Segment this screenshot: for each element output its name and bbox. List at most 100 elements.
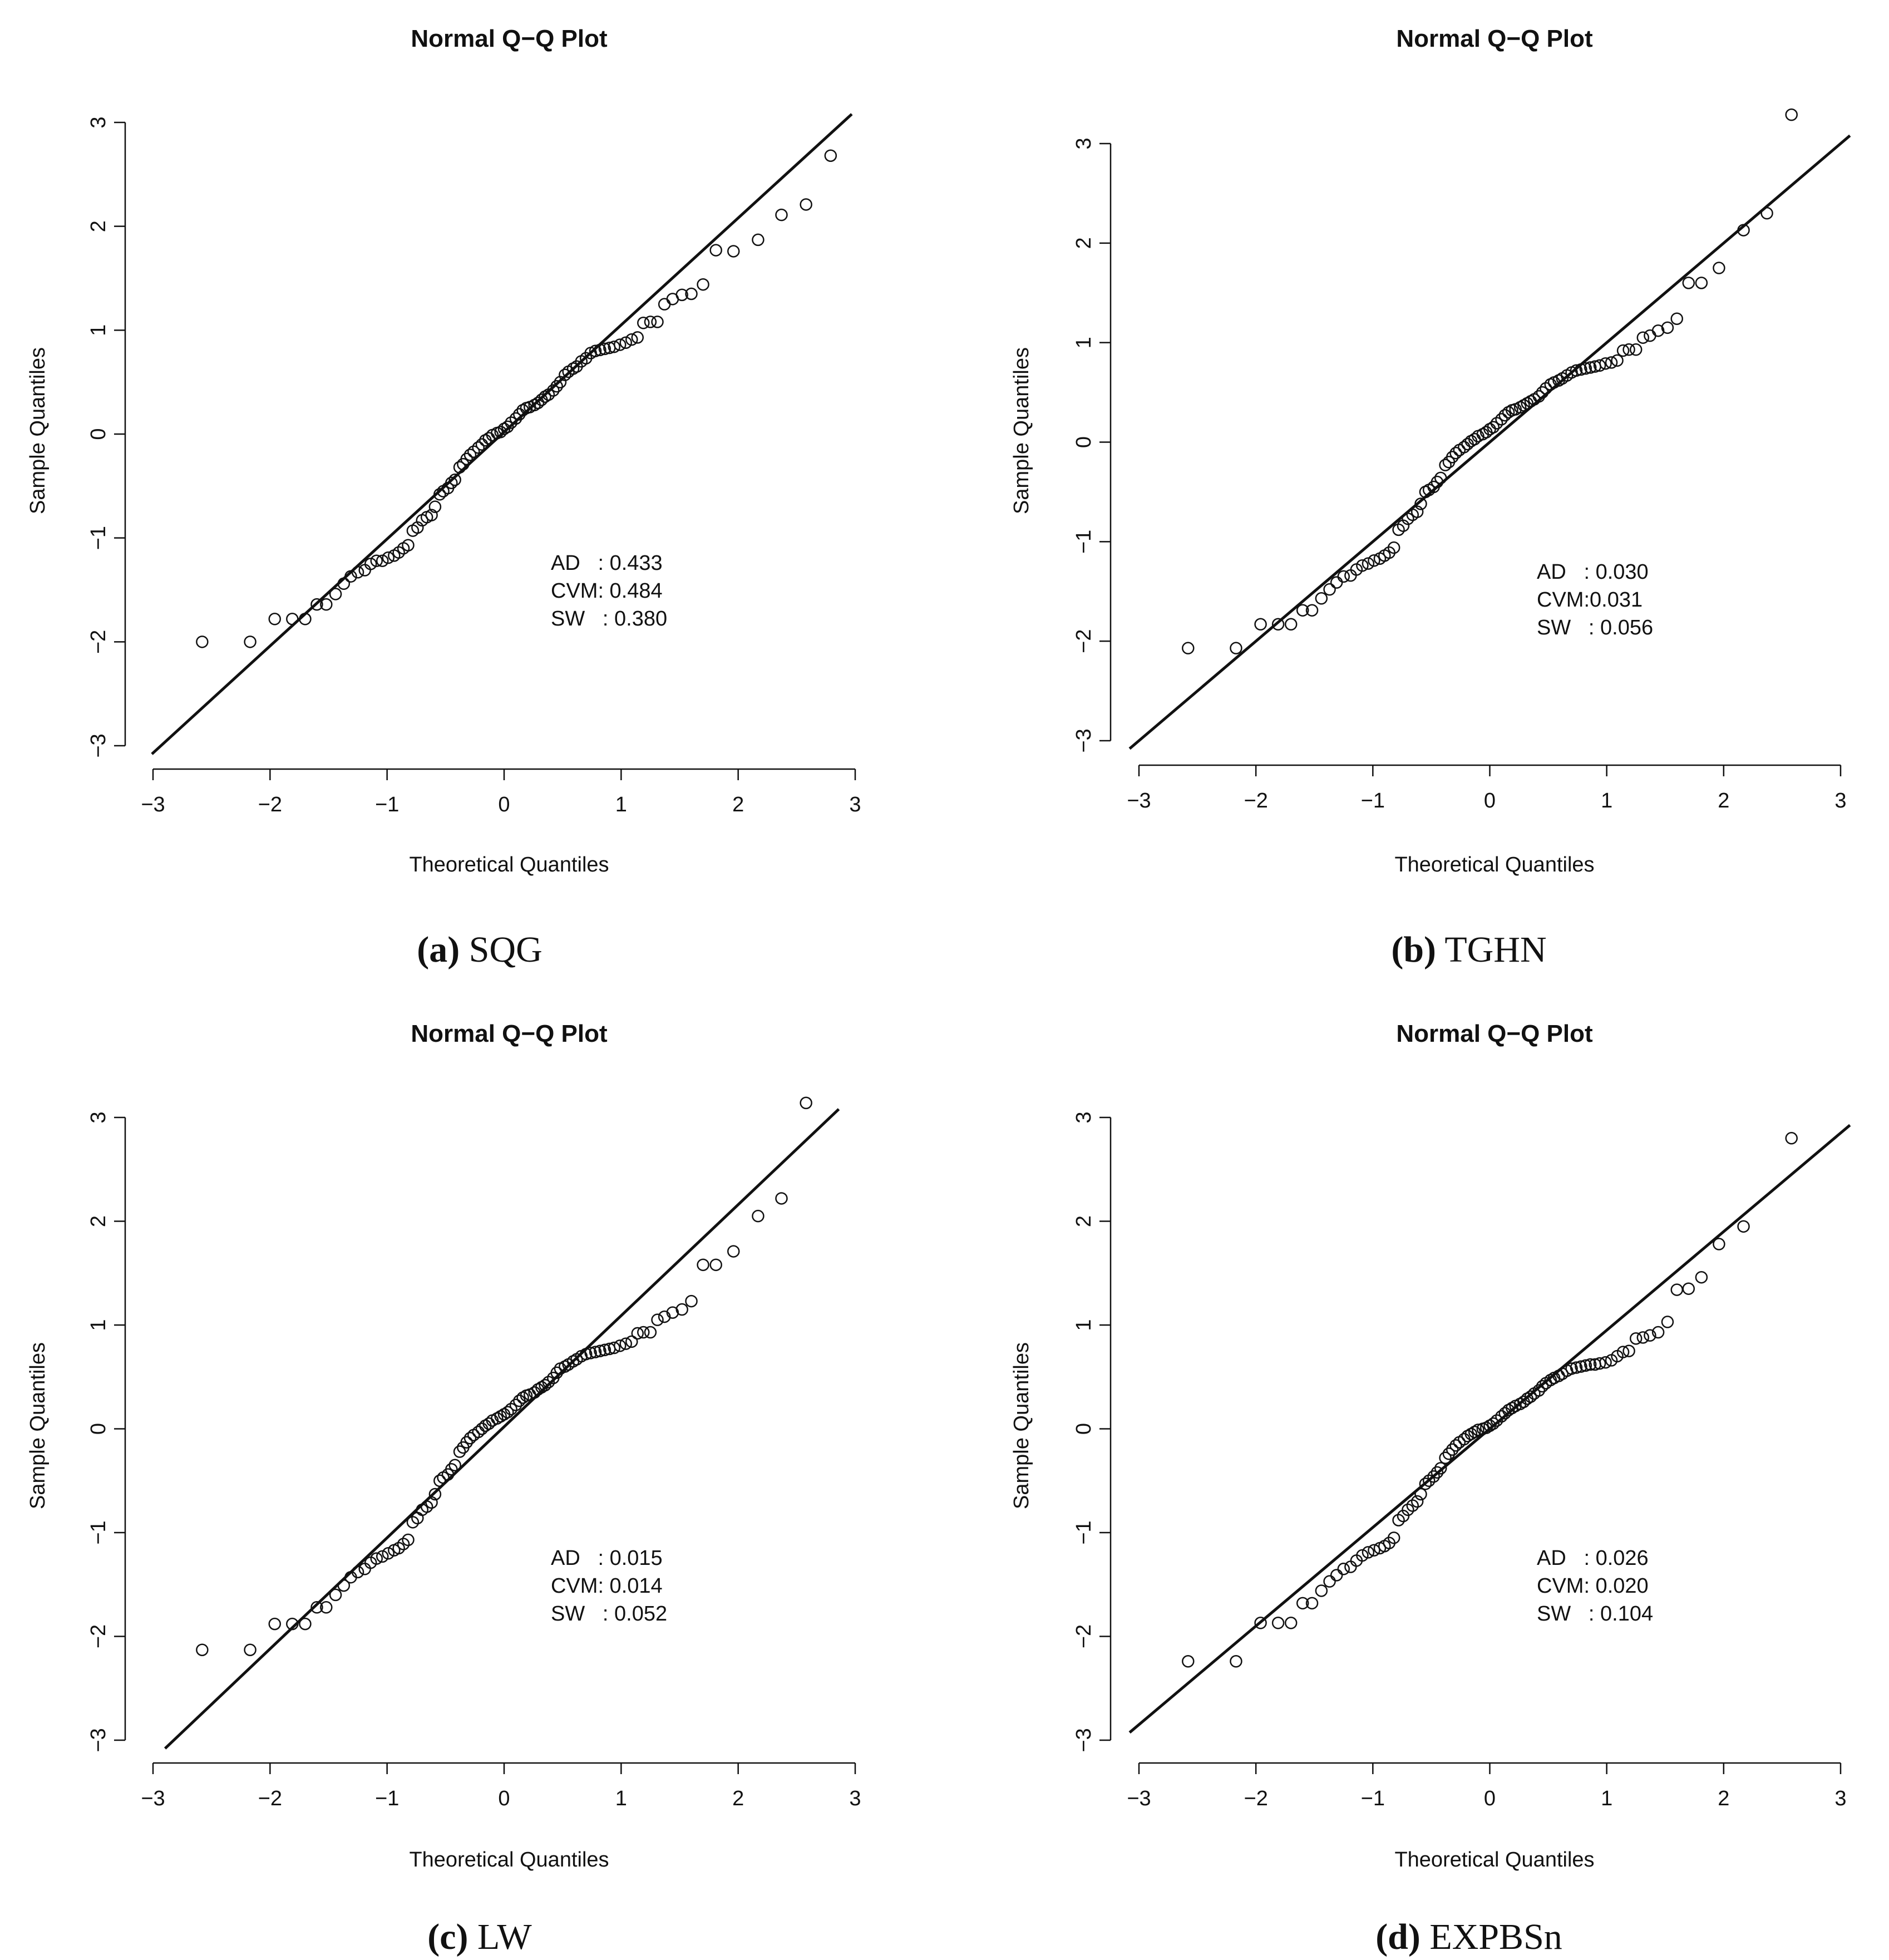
data-point	[1337, 1563, 1350, 1575]
data-point	[1579, 1359, 1592, 1372]
plot-title: Normal Q−Q Plot	[1396, 1020, 1593, 1047]
data-point	[613, 338, 627, 351]
data-point	[268, 613, 281, 626]
data-point	[448, 1459, 461, 1472]
data-point	[1661, 1316, 1674, 1328]
x-axis-label: Theoretical Quantiles	[409, 853, 609, 876]
plot-title: Normal Q−Q Plot	[411, 25, 608, 52]
data-point	[1434, 471, 1447, 485]
data-point	[800, 198, 812, 211]
x-tick-label: 2	[732, 793, 744, 816]
stat-sw: SW : 0.052	[551, 1602, 667, 1626]
data-point	[608, 340, 620, 353]
data-point	[1442, 1447, 1456, 1460]
data-point	[433, 488, 446, 501]
data-point	[1182, 642, 1195, 654]
caption-letter: (b)	[1391, 929, 1436, 970]
data-point	[337, 577, 351, 590]
data-point	[589, 344, 602, 357]
data-point	[460, 452, 473, 466]
data-point	[1737, 1220, 1750, 1233]
data-point	[1636, 331, 1650, 344]
data-point	[1431, 1466, 1444, 1479]
data-point	[1368, 554, 1380, 567]
data-point	[1651, 1326, 1665, 1339]
data-point	[637, 317, 650, 329]
data-point	[598, 342, 611, 356]
y-axis-label: Sample Quantiles	[26, 1342, 50, 1509]
panel-b-tghn: Normal Q−Q Plot Theoretical Quantiles Sa…	[1010, 25, 1851, 970]
data-point	[550, 380, 563, 393]
x-tick-label: −1	[1361, 789, 1385, 812]
data-point	[402, 1533, 415, 1547]
data-point	[329, 588, 342, 600]
data-point	[475, 438, 489, 451]
data-point	[644, 1326, 657, 1339]
y-tick-label: 1	[87, 324, 110, 336]
data-point	[482, 432, 495, 445]
data-point	[1305, 604, 1319, 617]
x-tick-label: 1	[1601, 789, 1612, 812]
y-tick-label: 2	[87, 220, 110, 232]
data-point	[1368, 1544, 1380, 1557]
data-point	[310, 1601, 323, 1614]
data-point	[1397, 1509, 1410, 1523]
y-tick-label: 3	[87, 116, 110, 128]
panel-a-sqg: Normal Q−Q Plot Theoretical Quantiles Sa…	[26, 25, 861, 970]
data-point	[299, 613, 312, 626]
x-tick-label: −2	[1244, 789, 1268, 812]
data-point	[1570, 364, 1583, 377]
data-point	[1622, 1345, 1635, 1357]
data-point	[1713, 1238, 1725, 1250]
data-point	[1593, 359, 1606, 372]
x-tick-label: −3	[1127, 789, 1151, 812]
data-point	[1575, 1360, 1587, 1373]
y-axis-label: Sample Quantiles	[26, 347, 50, 514]
data-point	[1644, 329, 1656, 342]
data-point	[448, 473, 461, 486]
data-point	[1344, 1560, 1357, 1573]
y-tick-label: −2	[87, 1624, 110, 1648]
data-point	[1682, 1282, 1695, 1295]
data-point	[1695, 277, 1708, 289]
data-point	[402, 539, 415, 551]
data-point	[1575, 363, 1587, 376]
data-point	[1337, 570, 1350, 583]
data-point	[631, 1327, 644, 1340]
x-tick-label: 0	[498, 793, 510, 816]
y-tick-label: 0	[1072, 436, 1096, 448]
data-point	[1495, 413, 1508, 426]
data-point	[1579, 362, 1592, 375]
data-point	[1410, 1495, 1424, 1508]
y-tick-label: 1	[1072, 337, 1096, 348]
data-point	[1570, 1361, 1583, 1374]
data-point	[1315, 592, 1328, 605]
data-point	[651, 1313, 664, 1326]
data-point	[428, 1488, 442, 1501]
data-point	[509, 412, 522, 425]
data-point	[1616, 344, 1630, 357]
y-tick-label: −2	[1072, 629, 1096, 653]
data-point	[1362, 1546, 1375, 1559]
stat-cvm: CVM: 0.484	[551, 579, 663, 603]
data-point	[1670, 312, 1684, 325]
data-point	[1629, 1332, 1643, 1345]
data-point	[1271, 618, 1285, 631]
x-axis-label: Theoretical Quantiles	[1394, 853, 1594, 876]
data-point	[675, 288, 688, 302]
data-point	[637, 1326, 650, 1339]
data-point	[382, 551, 395, 564]
data-point	[1599, 357, 1612, 370]
x-tick-label: 3	[1834, 789, 1846, 812]
data-point	[619, 336, 632, 349]
y-tick-label: 2	[1072, 1215, 1096, 1227]
data-point	[472, 441, 485, 454]
y-tick-label: −1	[1072, 530, 1096, 554]
x-tick-label: 2	[1718, 789, 1729, 812]
x-tick-label: 0	[498, 1787, 510, 1810]
data-point	[320, 1601, 333, 1614]
caption-name: LW	[477, 1917, 532, 1957]
data-point	[196, 636, 209, 648]
stat-ad: AD : 0.015	[551, 1547, 663, 1570]
data-point	[351, 1565, 364, 1579]
